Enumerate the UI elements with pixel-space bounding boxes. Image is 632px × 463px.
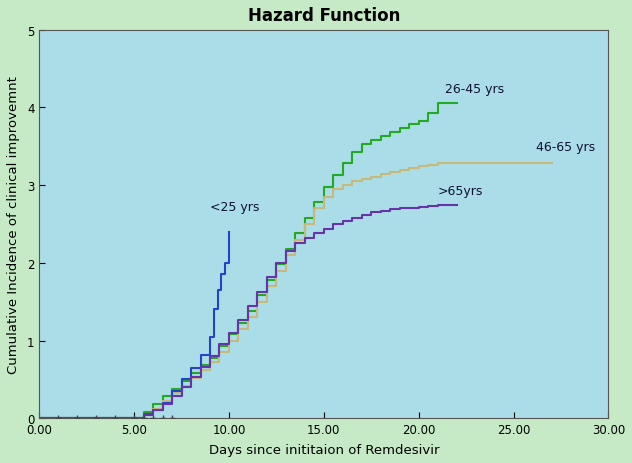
X-axis label: Days since inititaion of Remdesivir: Days since inititaion of Remdesivir [209,443,439,456]
Y-axis label: Cumulative Incidence of clinical improvemnt: Cumulative Incidence of clinical improve… [7,76,20,373]
Title: Hazard Function: Hazard Function [248,7,400,25]
Text: 46-65 yrs: 46-65 yrs [537,141,595,154]
Text: <25 yrs: <25 yrs [210,200,259,213]
Text: 26-45 yrs: 26-45 yrs [446,83,504,96]
Text: >65yrs: >65yrs [438,185,483,198]
